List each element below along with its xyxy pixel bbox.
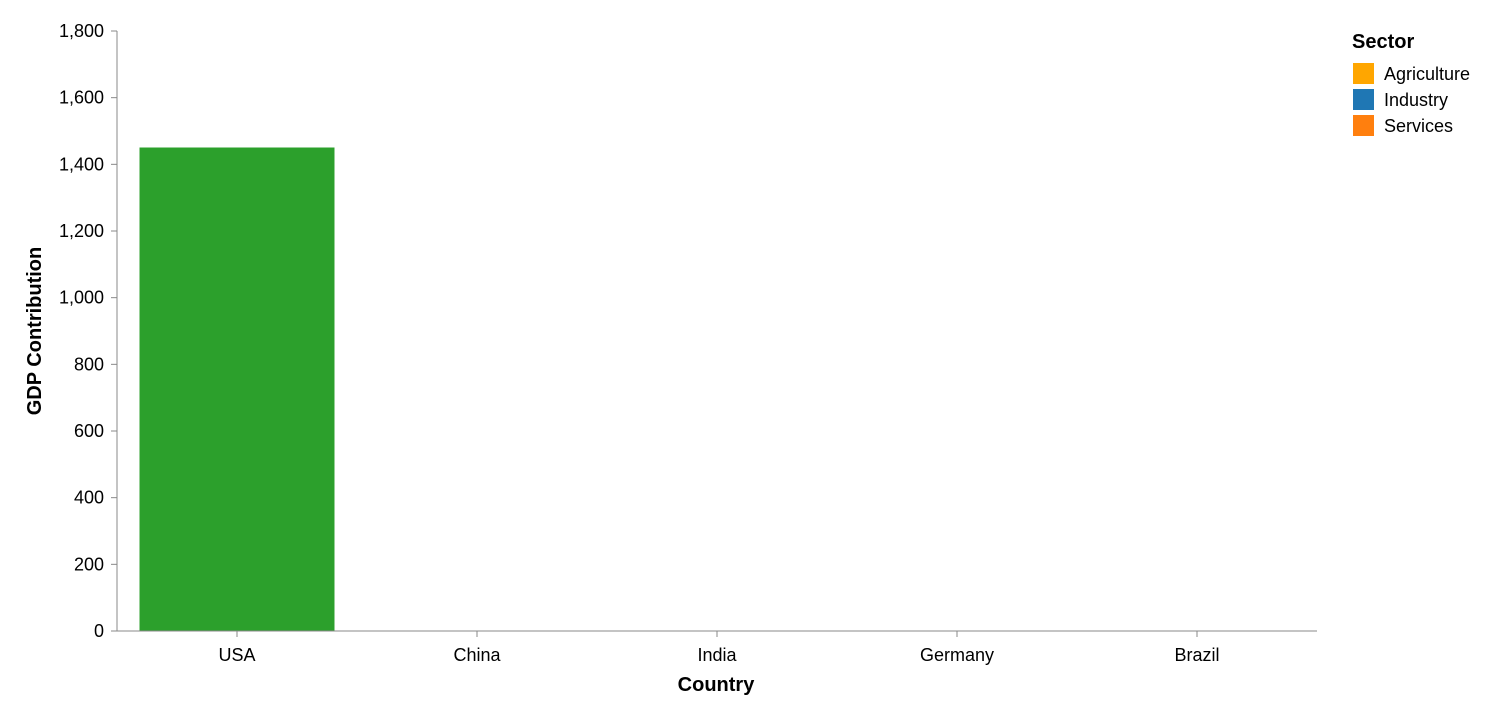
y-tick-label: 1,800	[59, 21, 104, 41]
legend-label-industry: Industry	[1384, 90, 1448, 110]
x-axis-title: Country	[678, 674, 756, 696]
y-axis-title: GDP Contribution	[24, 247, 46, 416]
y-tick-label: 400	[74, 488, 104, 508]
x-tick-label: Brazil	[1174, 645, 1219, 665]
x-tick-label: USA	[218, 645, 255, 665]
bar-usa	[138, 146, 336, 632]
legend-swatch-agriculture	[1353, 63, 1374, 84]
legend-title: Sector	[1352, 31, 1414, 53]
bars-layer	[138, 146, 336, 632]
legend-label-services: Services	[1384, 116, 1453, 136]
legend-swatch-services	[1353, 115, 1374, 136]
legend-swatch-industry	[1353, 89, 1374, 110]
legend: Sector Agriculture Industry Services	[1352, 31, 1470, 136]
y-tick-label: 0	[94, 621, 104, 641]
y-tick-label: 800	[74, 354, 104, 374]
x-tick-label: Germany	[920, 645, 994, 665]
x-tick-label: China	[453, 645, 501, 665]
x-tick-label: India	[697, 645, 737, 665]
y-tick-label: 1,200	[59, 221, 104, 241]
y-tick-label: 600	[74, 421, 104, 441]
legend-label-agriculture: Agriculture	[1384, 64, 1470, 84]
y-tick-label: 1,000	[59, 288, 104, 308]
y-tick-label: 1,600	[59, 88, 104, 108]
y-tick-label: 200	[74, 554, 104, 574]
y-tick-label: 1,400	[59, 154, 104, 174]
x-axis: USA China India Germany Brazil	[117, 630, 1317, 665]
y-axis: 0 200 400 600 800 1,000 1,200 1,400 1,600 1,800	[59, 21, 118, 641]
